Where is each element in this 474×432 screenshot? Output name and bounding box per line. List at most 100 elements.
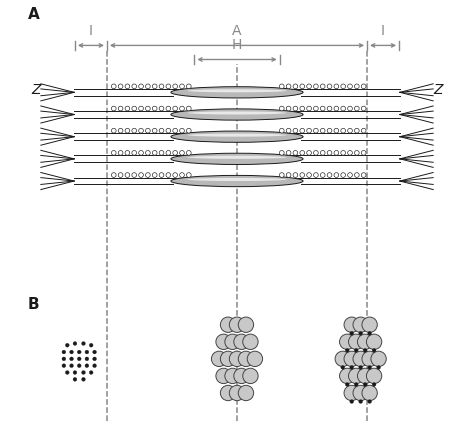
Ellipse shape	[187, 178, 287, 181]
Circle shape	[186, 106, 191, 111]
Circle shape	[125, 128, 130, 133]
Circle shape	[82, 378, 85, 381]
Circle shape	[229, 317, 245, 332]
Circle shape	[368, 331, 372, 335]
Circle shape	[361, 84, 366, 89]
Circle shape	[327, 150, 332, 155]
Circle shape	[280, 150, 284, 155]
Circle shape	[166, 173, 171, 178]
Circle shape	[82, 342, 85, 346]
Circle shape	[85, 364, 89, 368]
Circle shape	[62, 350, 66, 354]
Text: B: B	[28, 297, 40, 312]
Circle shape	[341, 84, 346, 89]
Circle shape	[327, 173, 332, 178]
Ellipse shape	[171, 87, 303, 98]
Circle shape	[139, 173, 144, 178]
Text: H: H	[232, 38, 242, 52]
Circle shape	[346, 349, 349, 352]
Circle shape	[286, 106, 291, 111]
Ellipse shape	[171, 109, 303, 120]
Circle shape	[62, 364, 66, 368]
Circle shape	[152, 106, 157, 111]
Circle shape	[334, 106, 339, 111]
Circle shape	[341, 365, 345, 369]
Circle shape	[341, 106, 346, 111]
Circle shape	[344, 317, 359, 332]
Circle shape	[320, 128, 325, 133]
Circle shape	[159, 150, 164, 155]
Circle shape	[355, 106, 359, 111]
Circle shape	[173, 150, 177, 155]
Circle shape	[62, 357, 66, 361]
Ellipse shape	[171, 131, 303, 142]
Circle shape	[225, 368, 240, 384]
Circle shape	[166, 150, 171, 155]
Circle shape	[355, 173, 359, 178]
Circle shape	[368, 400, 372, 403]
Circle shape	[243, 334, 258, 349]
Circle shape	[152, 150, 157, 155]
Circle shape	[377, 365, 381, 369]
Circle shape	[216, 334, 231, 349]
Circle shape	[234, 334, 249, 349]
Circle shape	[362, 317, 377, 332]
Circle shape	[293, 173, 298, 178]
Circle shape	[334, 150, 339, 155]
Circle shape	[220, 317, 236, 332]
Circle shape	[339, 368, 355, 384]
Circle shape	[280, 106, 284, 111]
Circle shape	[111, 128, 116, 133]
Circle shape	[368, 365, 372, 369]
Circle shape	[118, 84, 123, 89]
Circle shape	[341, 128, 346, 133]
Circle shape	[111, 173, 116, 178]
Circle shape	[65, 371, 69, 375]
Circle shape	[220, 351, 236, 366]
Circle shape	[247, 351, 263, 366]
Text: Z: Z	[31, 83, 41, 97]
Circle shape	[65, 343, 69, 347]
Circle shape	[238, 385, 254, 400]
Circle shape	[92, 364, 97, 368]
Circle shape	[166, 128, 171, 133]
Circle shape	[92, 350, 97, 354]
Text: A: A	[28, 7, 40, 22]
Ellipse shape	[171, 175, 303, 187]
Circle shape	[327, 106, 332, 111]
Circle shape	[286, 84, 291, 89]
Ellipse shape	[171, 153, 303, 165]
Circle shape	[166, 84, 171, 89]
Circle shape	[186, 128, 191, 133]
Circle shape	[173, 106, 177, 111]
Circle shape	[186, 173, 191, 178]
Circle shape	[300, 150, 305, 155]
Circle shape	[77, 357, 81, 361]
Circle shape	[82, 371, 85, 375]
Circle shape	[359, 365, 363, 369]
Circle shape	[293, 128, 298, 133]
Circle shape	[280, 84, 284, 89]
Circle shape	[363, 382, 367, 386]
Circle shape	[300, 173, 305, 178]
Circle shape	[307, 128, 311, 133]
Circle shape	[286, 128, 291, 133]
Circle shape	[320, 150, 325, 155]
Text: I: I	[381, 24, 385, 38]
Circle shape	[111, 84, 116, 89]
Circle shape	[77, 350, 81, 354]
Circle shape	[353, 351, 368, 366]
Circle shape	[300, 84, 305, 89]
Circle shape	[125, 173, 130, 178]
Circle shape	[146, 150, 150, 155]
Circle shape	[334, 173, 339, 178]
Circle shape	[211, 351, 227, 366]
Circle shape	[320, 106, 325, 111]
Circle shape	[307, 150, 311, 155]
Circle shape	[173, 128, 177, 133]
Ellipse shape	[187, 111, 287, 114]
Circle shape	[293, 106, 298, 111]
Circle shape	[355, 150, 359, 155]
Circle shape	[362, 385, 377, 400]
Circle shape	[359, 400, 363, 403]
